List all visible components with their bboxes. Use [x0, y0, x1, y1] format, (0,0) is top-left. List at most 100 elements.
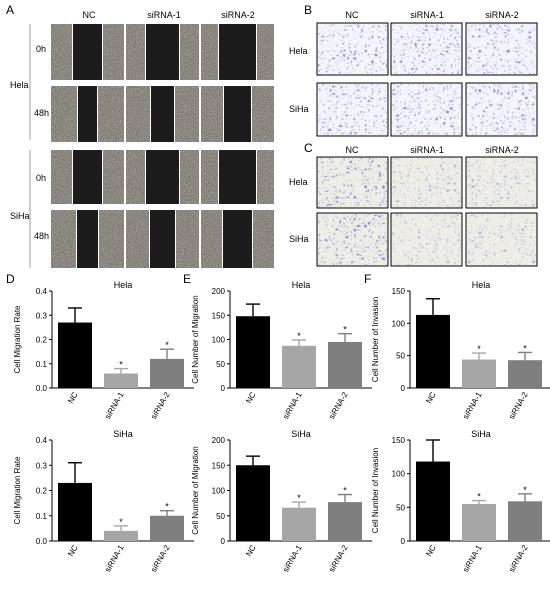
- bar-sirna-1: [462, 503, 496, 541]
- y-axis-label: Cell Number of Invasion: [371, 448, 380, 533]
- wound-image-r2-c2: [201, 150, 274, 204]
- significance-star: *: [297, 331, 301, 341]
- y-tick-label: 0.3: [36, 461, 48, 470]
- bar-nc: [236, 465, 270, 541]
- x-tick-label: siRNA-1: [281, 543, 304, 574]
- chart-title: SiHa: [291, 429, 311, 439]
- bar-sirna-2: [328, 502, 362, 541]
- bar-sirna-2: [508, 501, 542, 541]
- y-tick-label: 0: [401, 384, 406, 393]
- significance-star: *: [119, 517, 123, 527]
- panel-a-col-sirna1: siRNA-1: [147, 10, 181, 20]
- panel-c-row-siha: SiHa: [289, 234, 309, 244]
- y-tick-label: 50: [216, 360, 225, 369]
- panel-b-image-r0-c0: [316, 22, 389, 76]
- wound-image-r2-c0: [51, 150, 124, 204]
- bar-sirna-1: [282, 507, 316, 541]
- bar-sirna-2: [328, 341, 362, 388]
- panel-c-image-r0-c2: [465, 156, 538, 209]
- x-tick-label: siRNA-2: [327, 543, 350, 574]
- wound-image-r3-c1: [126, 210, 199, 268]
- chart-title: SiHa: [113, 429, 133, 439]
- panel-c-row-hela: Hela: [289, 177, 308, 187]
- y-tick-label: 0.3: [36, 311, 48, 320]
- panel-a-row-siha: SiHa: [10, 211, 30, 221]
- y-axis-label: Cell Number of Migration: [191, 446, 200, 534]
- significance-star: *: [477, 492, 481, 502]
- y-tick-label: 0: [401, 537, 406, 546]
- y-tick-label: 50: [396, 503, 405, 512]
- panel-b-row-siha: SiHa: [289, 104, 309, 114]
- chart-6: SiHa Cell Number of Invasion 0 50 100 150 NC * s…: [371, 429, 550, 574]
- panel-letter-b: B: [304, 3, 312, 17]
- y-tick-label: 100: [392, 319, 406, 328]
- bar-sirna-1: [104, 530, 138, 541]
- panel-a-time-hela-48h: 48h: [34, 108, 49, 118]
- wound-image-r1-c1: [126, 86, 199, 142]
- y-tick-label: 0: [221, 384, 226, 393]
- significance-star: *: [343, 486, 347, 496]
- significance-star: *: [523, 343, 527, 353]
- y-tick-label: 0.0: [36, 537, 48, 546]
- wound-image-r0-c2: [201, 24, 274, 80]
- significance-star: *: [477, 344, 481, 354]
- bar-nc: [58, 322, 92, 388]
- y-tick-label: 150: [392, 436, 406, 445]
- panel-letter-a: A: [6, 3, 14, 17]
- x-tick-label: NC: [244, 390, 258, 405]
- wound-image-r1-c0: [51, 86, 124, 142]
- bar-nc: [416, 461, 450, 541]
- panel-b-image-r0-c2: [465, 22, 538, 76]
- significance-star: *: [119, 360, 123, 370]
- x-tick-label: siRNA-2: [327, 390, 350, 421]
- panel-c-images: [316, 156, 538, 267]
- bar-sirna-2: [150, 358, 184, 388]
- y-tick-label: 0.0: [36, 384, 48, 393]
- panel-c-image-r1-c0: [316, 212, 389, 267]
- bar-sirna-1: [462, 359, 496, 388]
- panel-c-image-r1-c2: [465, 212, 538, 267]
- y-axis-label: Cell Number of Migration: [191, 295, 200, 383]
- panel-b-col-nc: NC: [346, 10, 359, 20]
- panel-c-col-sirna2: siRNA-2: [485, 145, 519, 155]
- wound-image-r2-c1: [126, 150, 199, 204]
- y-tick-label: 0: [221, 537, 226, 546]
- wound-image-r0-c1: [126, 24, 199, 80]
- panel-a-time-siha-48h: 48h: [34, 231, 49, 241]
- panel-b-image-r1-c2: [465, 82, 538, 137]
- x-tick-label: siRNA-1: [103, 390, 126, 421]
- panel-a-col-nc: NC: [83, 10, 96, 20]
- bar-charts: D Hela Cell Migration Rate 0.0 0.1 0.2 0.3 0.4 N…: [6, 272, 550, 574]
- x-tick-label: siRNA-1: [103, 543, 126, 574]
- panel-a-time-hela-0h: 0h: [36, 44, 46, 54]
- x-tick-label: siRNA-2: [149, 390, 172, 421]
- x-tick-label: siRNA-1: [461, 543, 484, 574]
- panel-letter-e: E: [183, 272, 191, 286]
- x-tick-label: NC: [244, 543, 258, 558]
- panel-b-images: [316, 22, 538, 137]
- x-tick-label: NC: [424, 543, 438, 558]
- y-tick-label: 150: [212, 311, 226, 320]
- y-tick-label: 100: [392, 470, 406, 479]
- y-tick-label: 50: [396, 352, 405, 361]
- chart-2: E Hela Cell Number of Migration 0 50 100 150 20…: [183, 272, 372, 421]
- bar-nc: [236, 316, 270, 388]
- panel-letter-c: C: [304, 141, 313, 155]
- panel-b-image-r1-c1: [390, 82, 463, 137]
- significance-star: *: [165, 340, 169, 350]
- chart-title: Hela: [114, 280, 133, 290]
- significance-star: *: [343, 325, 347, 335]
- x-tick-label: siRNA-1: [281, 390, 304, 421]
- wound-image-r3-c0: [51, 210, 124, 268]
- y-tick-label: 150: [392, 287, 406, 296]
- x-tick-label: siRNA-1: [461, 390, 484, 421]
- y-tick-label: 0.2: [36, 487, 48, 496]
- wound-image-r1-c2: [201, 86, 274, 142]
- chart-title: SiHa: [471, 429, 491, 439]
- y-axis-label: Cell Migration Rate: [13, 305, 22, 374]
- panel-c-image-r1-c1: [390, 212, 463, 267]
- y-tick-label: 0.4: [36, 436, 48, 445]
- significance-star: *: [523, 485, 527, 495]
- bar-sirna-2: [150, 515, 184, 541]
